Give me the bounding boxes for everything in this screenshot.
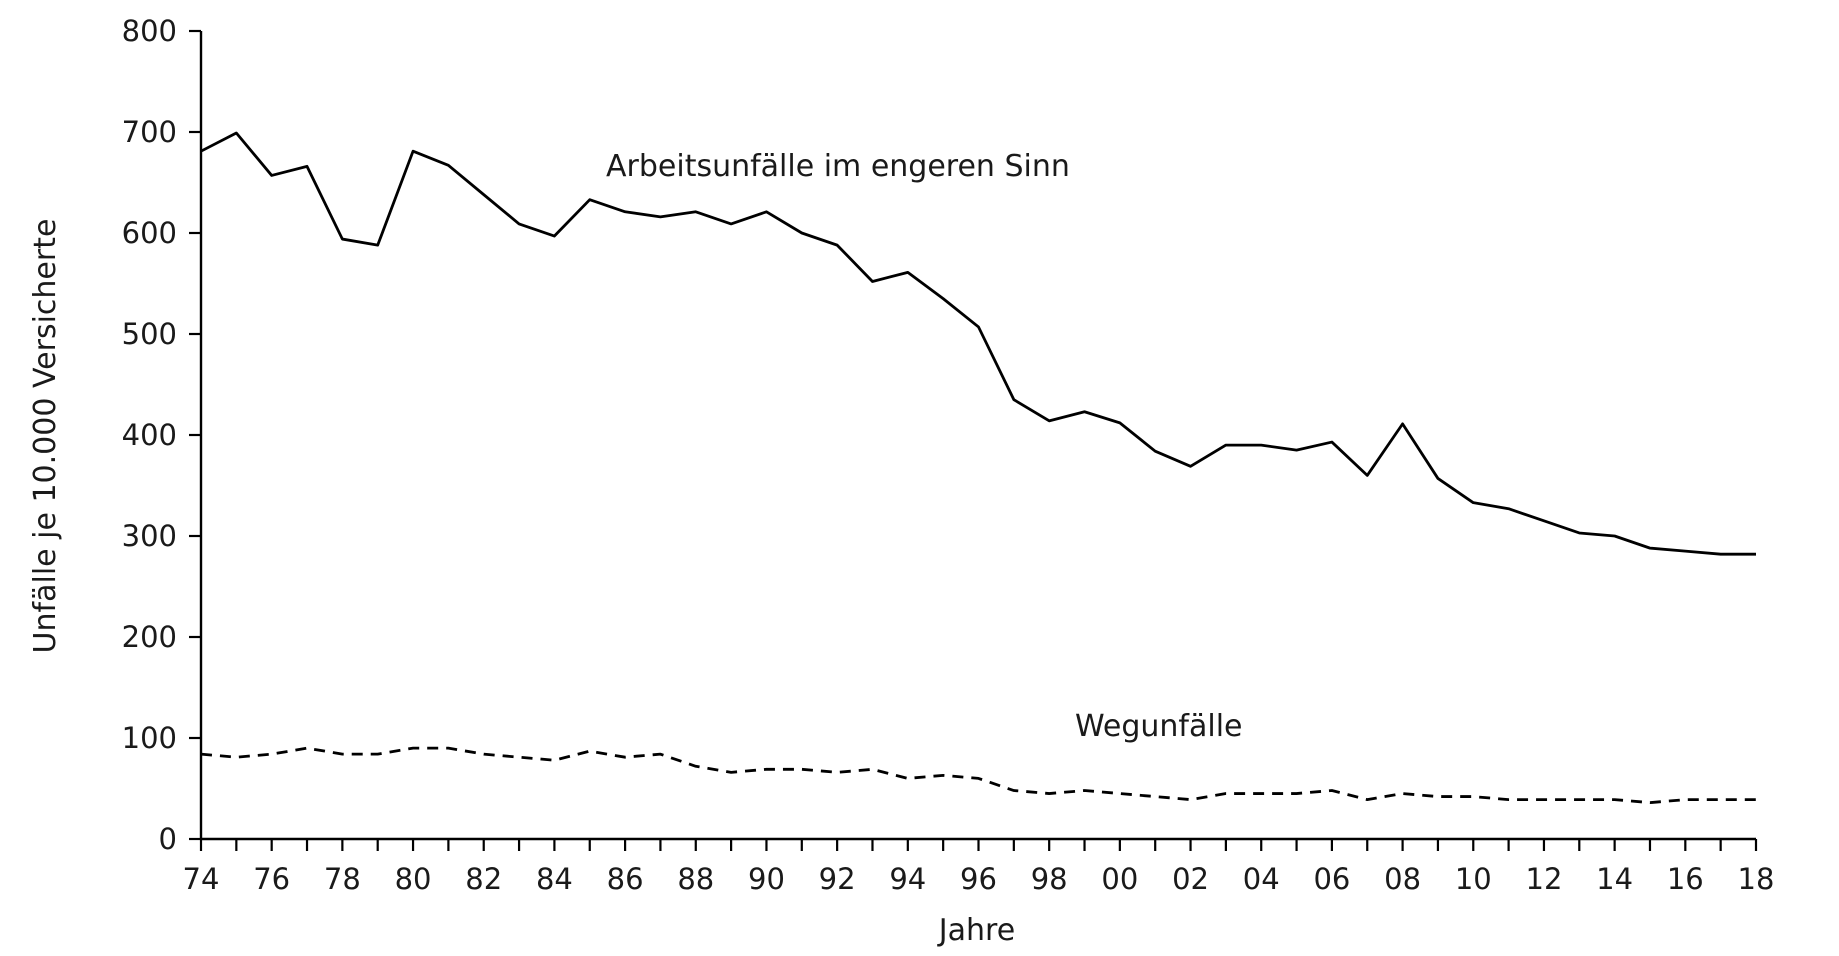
x-tick-label: 08 bbox=[1384, 862, 1421, 896]
x-tick-label: 04 bbox=[1243, 862, 1280, 896]
y-tick-label: 400 bbox=[122, 418, 177, 452]
x-tick-label: 06 bbox=[1313, 862, 1350, 896]
y-axis: 0 100 200 300 400 500 600 700 800 bbox=[122, 14, 203, 856]
y-tick-label: 200 bbox=[122, 620, 177, 654]
x-tick-label: 90 bbox=[748, 862, 785, 896]
x-axis: 74 76 78 80 82 84 86 88 90 92 94 96 98 00 02 04 06 08 10 12… bbox=[183, 837, 1775, 896]
series-line-arbeitsunfaelle bbox=[200, 131, 1756, 556]
y-tick-label: 500 bbox=[122, 317, 177, 351]
x-tick-label: 00 bbox=[1101, 862, 1138, 896]
x-tick-label: 10 bbox=[1455, 862, 1492, 896]
x-tick-label: 98 bbox=[1031, 862, 1068, 896]
x-tick-label: 96 bbox=[960, 862, 997, 896]
x-tick-label: 82 bbox=[465, 862, 502, 896]
x-tick-label: 02 bbox=[1172, 862, 1209, 896]
x-tick-label: 86 bbox=[607, 862, 644, 896]
x-tick-label: 14 bbox=[1596, 862, 1633, 896]
x-tick-label: 78 bbox=[324, 862, 361, 896]
series-label-wegunfaelle: Wegunfälle bbox=[1075, 709, 1243, 744]
y-tick-label: 0 bbox=[159, 822, 177, 856]
x-tick-label: 92 bbox=[819, 862, 856, 896]
y-tick-label: 700 bbox=[122, 115, 177, 149]
y-tick-label: 800 bbox=[122, 14, 177, 48]
y-axis-title: Unfälle je 10.000 Versicherte bbox=[28, 219, 63, 654]
x-tick-label: 76 bbox=[253, 862, 290, 896]
x-tick-label: 12 bbox=[1526, 862, 1563, 896]
y-tick-label: 100 bbox=[122, 721, 177, 755]
x-tick-label: 84 bbox=[536, 862, 573, 896]
x-tick-label: 74 bbox=[183, 862, 220, 896]
series-label-arbeitsunfaelle: Arbeitsunfälle im engeren Sinn bbox=[606, 149, 1070, 184]
series-lines bbox=[200, 131, 1756, 805]
x-tick-label: 80 bbox=[395, 862, 432, 896]
x-tick-label: 94 bbox=[889, 862, 926, 896]
y-tick-label: 600 bbox=[122, 216, 177, 250]
series-line-wegunfaelle bbox=[200, 746, 1756, 805]
x-tick-label: 88 bbox=[677, 862, 714, 896]
y-tick-label: 300 bbox=[122, 519, 177, 553]
x-tick-label: 18 bbox=[1738, 862, 1775, 896]
x-axis-title: Jahre bbox=[937, 913, 1015, 948]
x-tick-label: 16 bbox=[1667, 862, 1704, 896]
